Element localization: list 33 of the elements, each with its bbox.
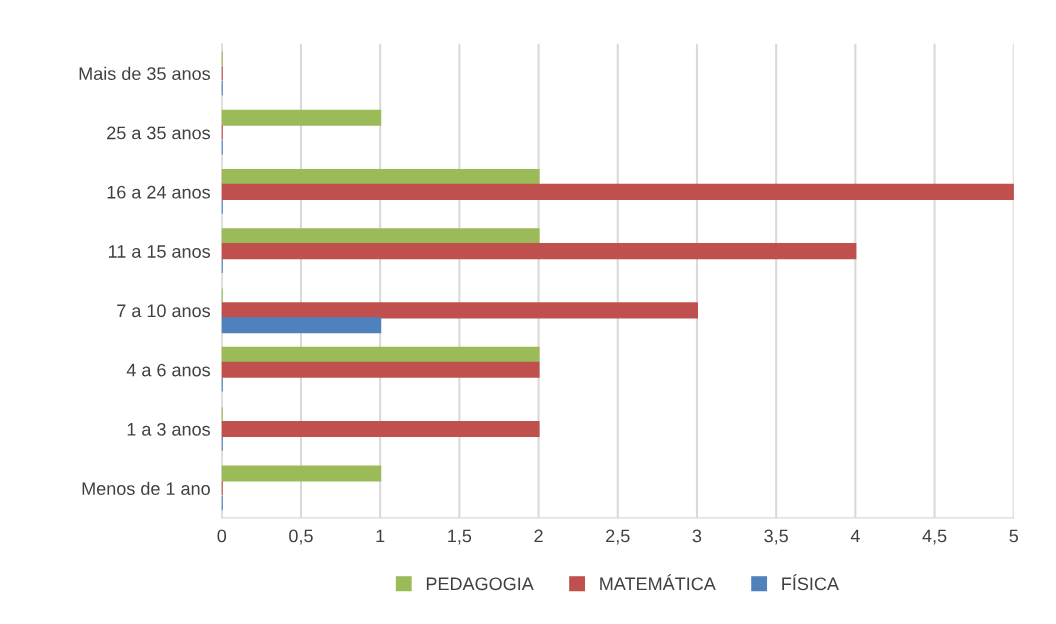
x-tick-label: 1,5 [448,529,472,545]
x-tick-label: 3 [692,529,702,543]
legend-label: FÍSICA [782,574,839,591]
x-tick-label: 0,5 [289,529,313,545]
bar [221,465,382,482]
bar [221,302,698,319]
x-tick-label: 1 [376,529,385,543]
x-tick-label: 3,5 [764,529,788,545]
bar [221,109,382,126]
x-tick-label: 5 [1009,529,1019,543]
bar [221,420,540,438]
bar [221,361,540,378]
x-tick-label: 0 [217,529,227,543]
x-tick-label: 4 [850,529,860,543]
bar [221,168,540,186]
bar [221,346,540,363]
legend-label: PEDAGOGIA [426,577,534,591]
bar [221,317,382,334]
y-tick-label: 11 a 15 anos [108,245,211,258]
y-tick-label: Menos de 1 ano [82,481,210,495]
x-tick-label: 2 [534,529,543,543]
bar [221,183,1014,200]
x-tick-label: 2,5 [606,529,630,545]
y-tick-label: 7 a 10 anos [117,304,211,318]
y-tick-label: 1 a 3 anos [127,422,210,436]
x-tick-label: 4,5 [922,529,947,545]
y-tick-label: Mais de 35 anos [79,66,211,81]
y-tick-label: 25 a 35 anos [107,126,211,140]
bar [221,243,857,260]
y-tick-label: 4 a 6 anos [126,363,210,377]
legend-label: MATEMÁTICA [600,574,716,591]
y-tick-label: 16 a 24 anos [107,185,211,199]
bar [221,228,540,245]
